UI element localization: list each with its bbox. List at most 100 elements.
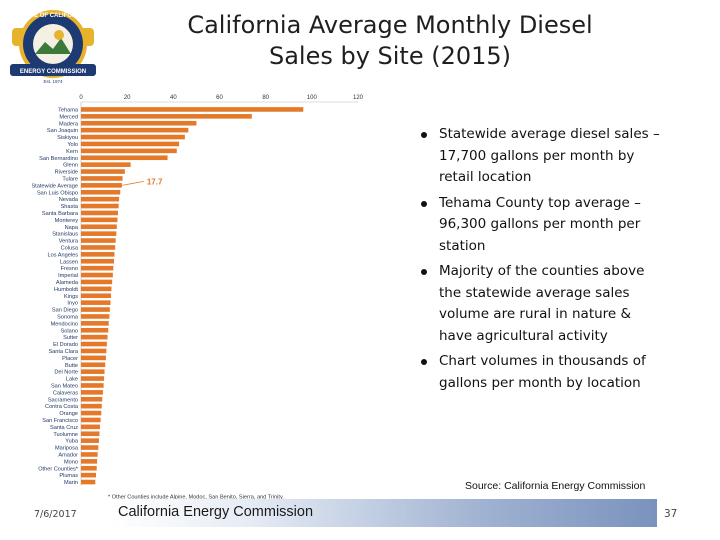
- bar: [81, 383, 104, 388]
- bar: [81, 265, 114, 271]
- bar: [81, 272, 113, 278]
- seal-center: [33, 24, 73, 64]
- category-label: Humboldt: [54, 287, 78, 293]
- category-label: Sacramento: [48, 397, 78, 403]
- bar: [81, 176, 123, 181]
- category-label: Glenn: [63, 163, 78, 169]
- category-label: Merced: [59, 114, 78, 120]
- category-label: Statewide Average: [31, 183, 78, 189]
- bullet-text: Chart volumes in thousands of gallons pe…: [439, 353, 646, 391]
- category-label: Siskiyou: [57, 135, 78, 141]
- bar: [81, 341, 107, 347]
- bar: [81, 327, 109, 333]
- footer-bar: [112, 499, 657, 527]
- bar: [81, 224, 117, 230]
- bullet-text: Tehama County top average – 96,300 gallo…: [439, 194, 641, 254]
- title-line-2: Sales by Site (2015): [268, 42, 512, 70]
- category-label: Imperial: [58, 273, 78, 279]
- category-label: Yolo: [67, 142, 78, 148]
- category-label: Plumas: [59, 473, 78, 479]
- category-label: Kern: [66, 149, 78, 155]
- seal-sun-icon: [54, 30, 64, 40]
- category-label: Monterey: [55, 218, 79, 224]
- bar: [81, 396, 103, 402]
- category-label: Lake: [66, 377, 78, 383]
- category-label: Colusa: [61, 245, 79, 251]
- bar: [81, 307, 110, 312]
- bar: [81, 141, 180, 147]
- bar: [81, 293, 112, 299]
- category-label: Fresno: [61, 266, 78, 272]
- bar: [81, 231, 117, 236]
- seal-year: Est. 1974: [43, 79, 63, 84]
- category-label: Tulare: [62, 176, 78, 182]
- category-label: San Francisco: [42, 418, 78, 424]
- slide-title: California Average Monthly Diesel Sales …: [150, 10, 630, 72]
- bar: [81, 465, 97, 471]
- category-label: Kings: [64, 294, 78, 300]
- bar: [81, 114, 252, 119]
- bar: [81, 120, 197, 126]
- bar: [81, 286, 112, 292]
- bullet-text: Majority of the counties above the state…: [439, 263, 645, 344]
- footer-organization: California Energy Commission: [118, 504, 314, 520]
- bar: [81, 417, 101, 423]
- bar: [81, 189, 121, 195]
- category-label: San Bernardino: [39, 156, 78, 162]
- x-tick-label: 40: [170, 95, 177, 101]
- category-label: Riverside: [55, 170, 78, 176]
- x-tick-label: 60: [216, 95, 223, 101]
- bar: [81, 169, 125, 174]
- bar: [81, 369, 105, 374]
- bar: [81, 314, 110, 319]
- bar: [81, 203, 119, 209]
- category-label: Mariposa: [55, 446, 79, 452]
- bar: [81, 445, 99, 450]
- footer-date: 7/6/2017: [34, 509, 77, 520]
- bullet-dot-icon: [421, 359, 427, 365]
- category-label: San Joaquin: [47, 128, 78, 134]
- seal-arc-bottom: ENERGY COMMISSION: [20, 69, 86, 75]
- category-label: Amador: [58, 452, 78, 458]
- x-tick-label: 80: [262, 95, 269, 101]
- category-label: Tuolumne: [53, 432, 78, 438]
- bullet-item: Tehama County top average – 96,300 gallo…: [418, 193, 666, 258]
- bar: [81, 196, 120, 202]
- category-label: Mendocino: [51, 321, 78, 327]
- highlight-leader-line: [121, 180, 144, 186]
- bar: [81, 452, 98, 457]
- category-label: Placer: [62, 356, 78, 362]
- category-label: Ventura: [59, 239, 79, 245]
- x-tick-label: 100: [307, 95, 318, 101]
- bar: [81, 148, 177, 154]
- seal-banner: [10, 64, 96, 76]
- bar: [81, 127, 189, 133]
- category-label: Mono: [64, 459, 78, 465]
- category-label: Sutter: [63, 335, 78, 341]
- bar: [81, 300, 111, 305]
- source-note: Source: California Energy Commission: [465, 480, 646, 492]
- category-label: Contra Costa: [45, 404, 79, 410]
- category-label: Santa Cruz: [50, 425, 78, 431]
- category-label: Calaveras: [53, 390, 78, 396]
- category-label: Sonoma: [57, 314, 79, 320]
- bar: [81, 376, 105, 381]
- seal-arc-top: STATE OF CALIFORNIA: [19, 13, 87, 19]
- bar: [81, 210, 118, 216]
- category-label: Yuba: [65, 439, 79, 445]
- bar: [81, 238, 116, 243]
- category-label: Napa: [65, 225, 79, 231]
- category-label: Nevada: [59, 197, 79, 203]
- x-tick-label: 0: [79, 95, 83, 101]
- category-label: Marin: [64, 480, 78, 486]
- category-label: Inyo: [67, 301, 78, 307]
- category-label: Santa Barbara: [42, 211, 79, 217]
- bar: [81, 107, 304, 112]
- seal-mountain-icon: [35, 38, 71, 54]
- bar: [81, 403, 102, 409]
- highlight-value-label: 17.7: [147, 177, 163, 186]
- bar: [81, 155, 168, 161]
- bar: [81, 479, 96, 485]
